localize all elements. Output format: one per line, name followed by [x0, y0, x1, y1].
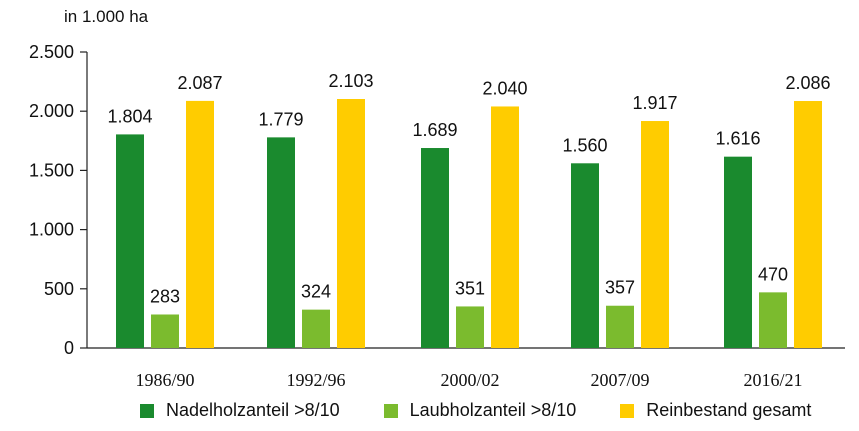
data-label: 1.616	[715, 129, 760, 149]
bar-2-3	[456, 306, 484, 348]
data-label: 283	[150, 286, 180, 306]
data-label: 2.103	[328, 71, 373, 91]
bar-3-2	[337, 99, 365, 349]
legend-label: Nadelholzanteil >8/10	[166, 400, 340, 420]
bar-2-1	[151, 314, 179, 348]
bar-chart: in 1.000 ha 0 500 1.000 1.500 2.000 2.500 1.8…	[29, 7, 845, 390]
legend-item: Reinbestand gesamt	[620, 400, 811, 421]
y-tick-label: 0	[64, 338, 74, 358]
legend-label: Laubholzanteil >8/10	[409, 400, 577, 420]
legend-swatch	[140, 403, 154, 418]
data-label: 1.689	[412, 120, 457, 140]
bar-3-5	[794, 101, 822, 348]
data-label: 2.040	[482, 78, 527, 98]
y-tick-label: 1.500	[29, 160, 74, 180]
bar-2-5	[759, 292, 787, 348]
data-label: 2.086	[785, 73, 830, 93]
bar-3-3	[491, 106, 519, 349]
legend: Nadelholzanteil >8/10 Laubholzanteil >8/1…	[140, 400, 855, 421]
y-tick-label: 2.000	[29, 101, 74, 121]
bar-1-5	[724, 156, 752, 348]
bar-1-2	[267, 137, 295, 348]
data-label: 351	[455, 278, 485, 298]
category-label: 1986/90	[135, 370, 194, 390]
y-unit-label: in 1.000 ha	[64, 7, 149, 26]
bar-1-3	[421, 148, 449, 348]
legend-label: Reinbestand gesamt	[646, 400, 812, 420]
data-label: 470	[758, 264, 788, 284]
data-label: 2.087	[177, 73, 222, 93]
bar-1-4	[571, 163, 599, 348]
bar-2-2	[302, 309, 330, 348]
bar-3-4	[641, 121, 669, 349]
y-tick-label: 1.000	[29, 220, 74, 240]
bar-1-1	[116, 134, 144, 348]
category-label: 1992/96	[286, 370, 345, 390]
category-label: 2000/02	[440, 370, 499, 390]
data-label: 357	[605, 278, 635, 298]
bars: 1.804 283 2.087 1.779 324 2.103 1.689 351 2.040 1…	[107, 71, 831, 349]
data-label: 324	[301, 282, 331, 302]
y-tick-label: 500	[44, 279, 74, 299]
category-labels: 1986/90 1992/96 2000/02 2007/09 2016/21	[135, 370, 802, 390]
data-label: 1.560	[562, 135, 607, 155]
legend-item: Nadelholzanteil >8/10	[140, 400, 340, 421]
y-tick-label: 2.500	[29, 42, 74, 62]
bar-2-4	[606, 305, 634, 348]
y-ticks: 0 500 1.000 1.500 2.000 2.500	[29, 42, 87, 358]
legend-item: Laubholzanteil >8/10	[383, 400, 577, 421]
bar-3-1	[186, 100, 214, 348]
legend-swatch	[383, 403, 398, 418]
data-label: 1.779	[258, 109, 303, 129]
category-label: 2007/09	[590, 370, 649, 390]
data-label: 1.917	[632, 93, 677, 113]
data-label: 1.804	[107, 106, 152, 126]
legend-swatch	[620, 403, 635, 418]
category-label: 2016/21	[743, 370, 802, 390]
